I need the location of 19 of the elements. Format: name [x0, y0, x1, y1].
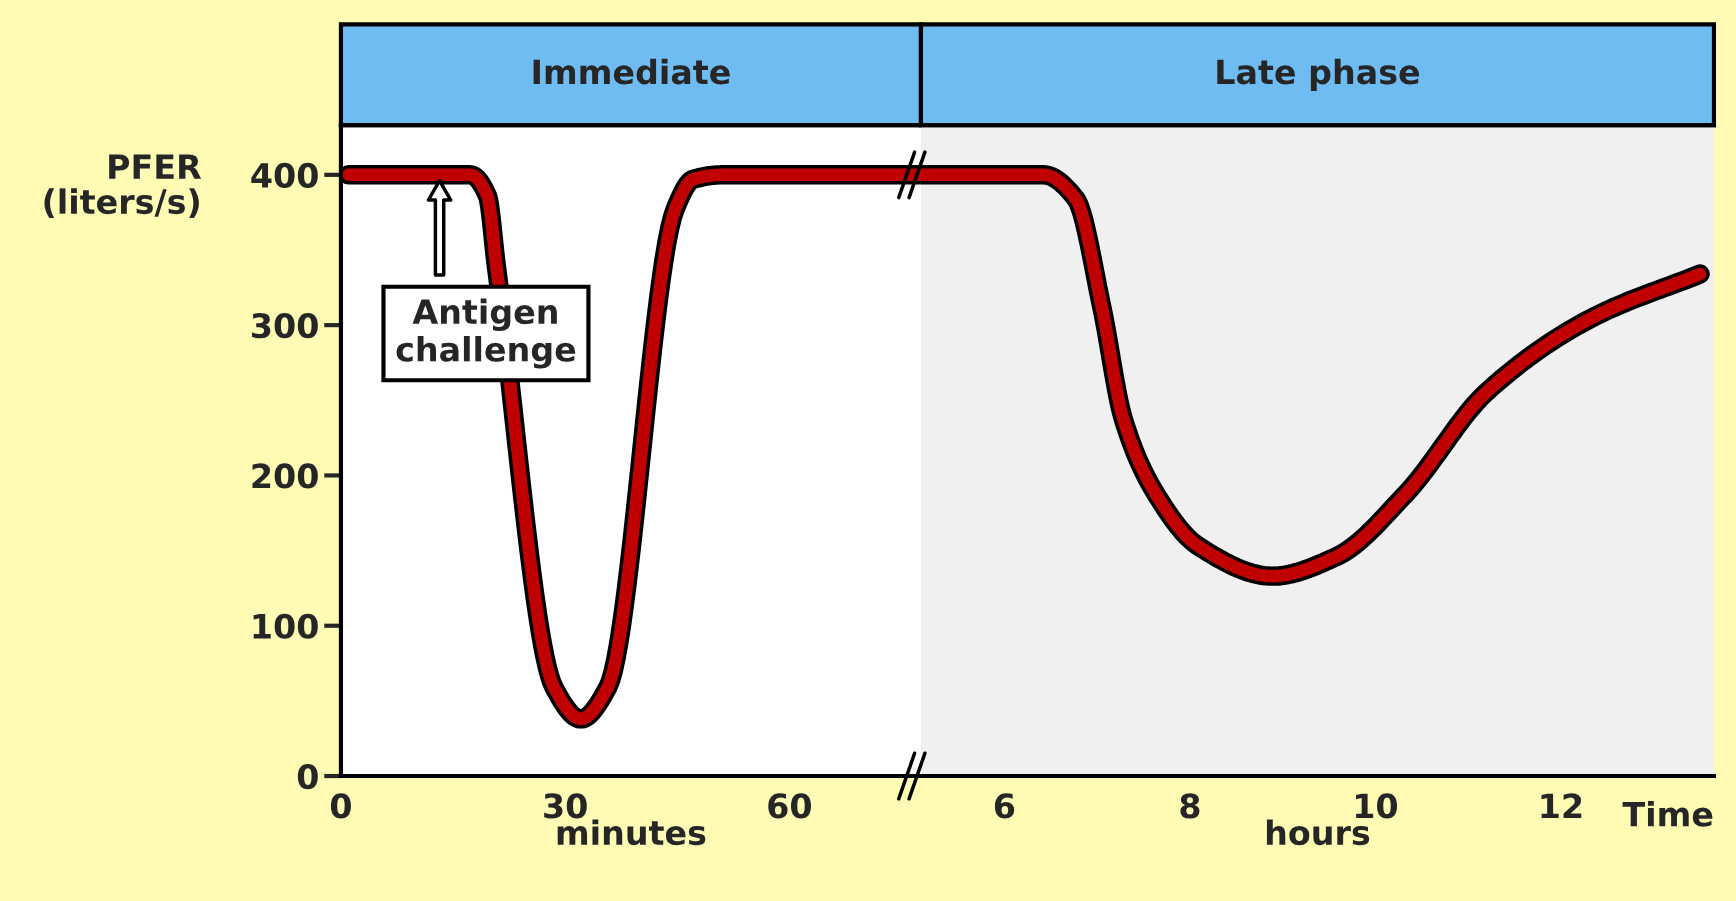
y-tick-label: 300 [252, 313, 318, 339]
x-tick-label: 0 [330, 793, 351, 819]
y-tick-label: 0 [297, 763, 318, 790]
y-axis-title: PFER (liters/s) [44, 154, 202, 219]
x-axis-title: minutes [557, 819, 706, 846]
x-tick-label: 6 [994, 793, 1015, 819]
annotation: Antigen challenge [396, 298, 576, 369]
chart-title: Late phase [1217, 58, 1420, 91]
x-axis-title: hours [1266, 819, 1370, 846]
x-tick-label: 30 [544, 793, 587, 819]
x-tick-label: 60 [768, 793, 811, 819]
x-tick-label: 8 [1180, 793, 1200, 819]
text: Time [1622, 800, 1713, 827]
y-tick-label: 100 [253, 613, 318, 639]
y-tick-label: 200 [252, 463, 318, 489]
chart-title: Immediate [533, 58, 730, 85]
y-tick-label: 400 [251, 162, 318, 188]
x-tick-label: 10 [1355, 793, 1398, 819]
x-tick-label: 12 [1541, 793, 1582, 819]
